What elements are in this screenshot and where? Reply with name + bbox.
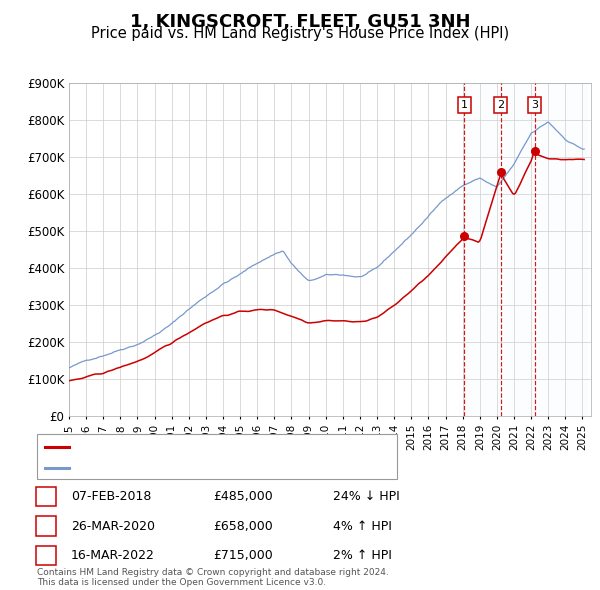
Text: 07-FEB-2018: 07-FEB-2018 [71,490,151,503]
Text: Contains HM Land Registry data © Crown copyright and database right 2024.
This d: Contains HM Land Registry data © Crown c… [37,568,389,587]
Text: 1, KINGSCROFT, FLEET, GU51 3NH (detached house): 1, KINGSCROFT, FLEET, GU51 3NH (detached… [74,442,367,451]
Text: 2% ↑ HPI: 2% ↑ HPI [333,549,392,562]
Bar [463,83,586,416]
Text: 3: 3 [42,549,50,562]
Text: 26-MAR-2020: 26-MAR-2020 [71,520,155,533]
Text: 2: 2 [42,520,50,533]
Text: HPI: Average price, detached house, Hart: HPI: Average price, detached house, Hart [74,464,305,473]
Text: 1: 1 [42,490,50,503]
Text: 2: 2 [497,100,505,110]
Text: 1: 1 [461,100,468,110]
Text: 3: 3 [531,100,538,110]
Text: £658,000: £658,000 [213,520,273,533]
Text: 16-MAR-2022: 16-MAR-2022 [71,549,155,562]
Text: 1, KINGSCROFT, FLEET, GU51 3NH: 1, KINGSCROFT, FLEET, GU51 3NH [130,13,470,31]
Text: 4% ↑ HPI: 4% ↑ HPI [333,520,392,533]
Text: £715,000: £715,000 [213,549,273,562]
Text: £485,000: £485,000 [213,490,273,503]
Text: 24% ↓ HPI: 24% ↓ HPI [333,490,400,503]
Text: Price paid vs. HM Land Registry's House Price Index (HPI): Price paid vs. HM Land Registry's House … [91,26,509,41]
